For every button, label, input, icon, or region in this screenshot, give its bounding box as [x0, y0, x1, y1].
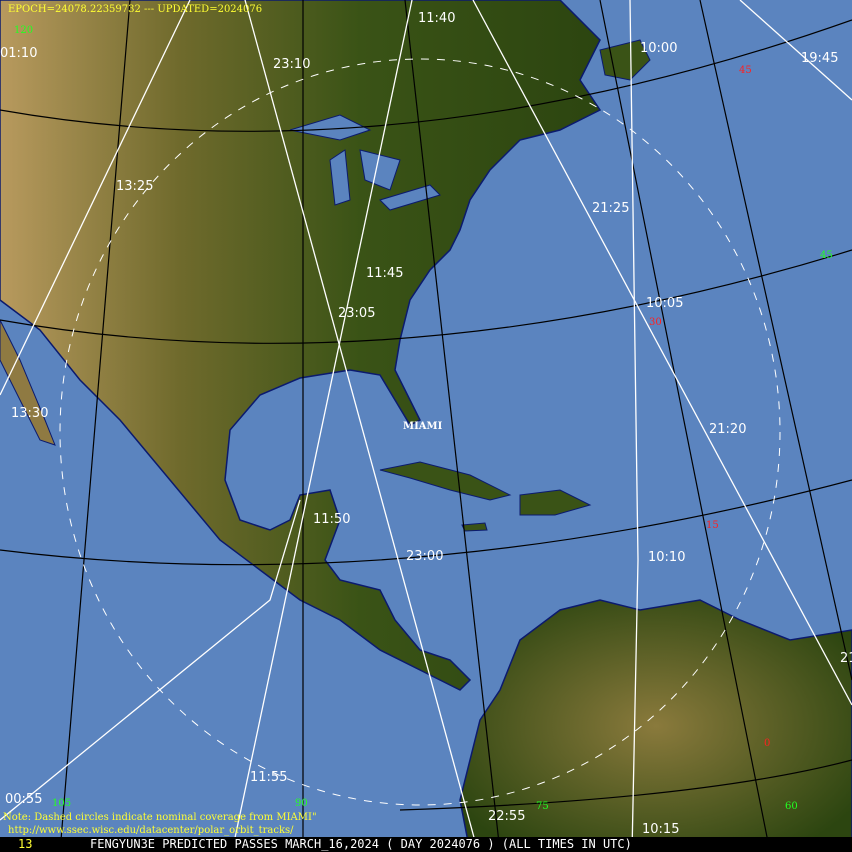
pass-time: 11:40	[418, 11, 455, 26]
pass-time: 21:25	[592, 201, 629, 216]
longitude-label: 75	[536, 801, 549, 812]
pass-time: 11:45	[366, 266, 403, 281]
pass-time: 23:10	[273, 57, 310, 72]
pass-time: 19:45	[801, 51, 838, 66]
footer-bar: 13 FENGYUN3E PREDICTED PASSES MARCH_16,2…	[0, 837, 852, 852]
latitude-label: 30	[649, 317, 662, 328]
footer-title: FENGYUN3E PREDICTED PASSES MARCH_16,2024…	[90, 837, 632, 851]
source-url: http://www.ssec.wisc.edu/datacenter/pola…	[8, 825, 294, 836]
land-cuba	[379, 461, 512, 501]
pass-time: 00:55	[5, 792, 42, 807]
land-jamaica	[461, 522, 488, 532]
land-newfoundland	[599, 39, 651, 81]
land-baja	[0, 319, 56, 446]
pass-time: 21:20	[709, 422, 746, 437]
great-lakes	[289, 114, 441, 211]
pass-time: 10:10	[648, 550, 685, 565]
pass-time: 23:00	[406, 549, 443, 564]
longitude-label: 90	[295, 798, 308, 809]
longitude-label: 60	[785, 801, 798, 812]
footer-number: 13	[18, 837, 33, 851]
epoch-header: EPOCH=24078.22359732 --- UPDATED=2024076	[8, 4, 262, 15]
pass-time: 13:25	[116, 179, 153, 194]
latitude-label: 45	[739, 65, 752, 76]
station-label: MIAMI	[403, 421, 443, 432]
coverage-circle	[59, 58, 781, 806]
pass-time: 22:55	[488, 809, 525, 824]
coverage-note: Note: Dashed circles indicate nominal co…	[3, 812, 317, 823]
longitude-label: 45	[820, 250, 833, 261]
longitude-label: 120	[14, 25, 33, 36]
pass-time: 01:10	[0, 46, 37, 61]
pass-time: 10:15	[642, 822, 679, 837]
pass-time: 13:30	[11, 406, 48, 421]
land-hispaniola	[519, 489, 592, 516]
pass-time: 11:50	[313, 512, 350, 527]
longitude-label: 105	[52, 798, 71, 809]
pass-time: 23:05	[338, 306, 375, 321]
pass-time: 10:00	[640, 41, 677, 56]
pass-time: 11:55	[250, 770, 287, 785]
latitude-label: 0	[764, 738, 770, 749]
pass-time: 10:05	[646, 296, 683, 311]
pass-time: 21	[840, 651, 852, 666]
latitude-label: 15	[706, 520, 719, 531]
land-north-america	[0, 0, 602, 691]
